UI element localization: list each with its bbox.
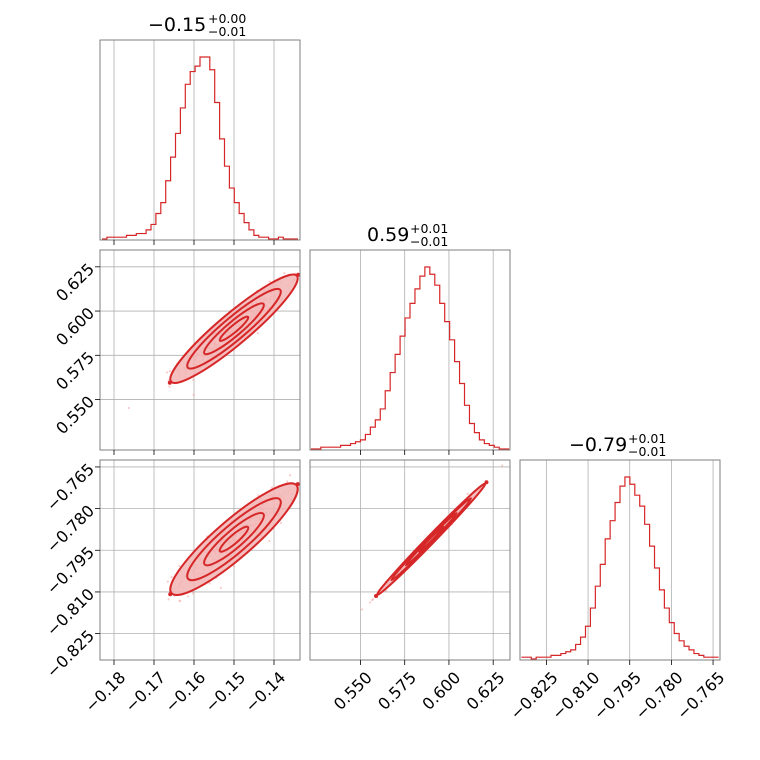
scatter-point <box>178 600 181 603</box>
contour-1 <box>186 287 282 370</box>
title-1-minus: −0.01 <box>410 234 448 249</box>
scatter-point <box>306 279 308 281</box>
xtick-label-1-1: 0.575 <box>374 668 420 714</box>
contour-fill-0 <box>170 274 298 383</box>
scatter-point <box>219 586 222 589</box>
xtick-label-0-0: −0.18 <box>81 668 129 716</box>
outlier-point <box>168 592 173 597</box>
contour-fill-0 <box>170 483 298 595</box>
title-2-base: −0.79 <box>569 434 627 456</box>
outlier-point <box>296 272 300 277</box>
xtick-label-0-1: −0.17 <box>121 668 169 716</box>
title-0-plus: +0.00 <box>208 11 246 26</box>
scatter-point <box>371 598 374 602</box>
scatter-point <box>268 539 271 543</box>
scatter-point <box>186 595 190 598</box>
outlier-point <box>484 480 489 485</box>
scatter-point <box>167 598 170 601</box>
title-param-1: 0.59 +0.01 −0.01 <box>367 221 448 249</box>
scatter-point <box>256 332 259 335</box>
contour-fill-0 <box>377 483 486 595</box>
scatter-point <box>166 371 169 374</box>
hist-frame-2 <box>519 459 721 661</box>
contour-1 <box>186 497 282 582</box>
scatter-point <box>270 486 274 489</box>
xtick-label-1-2: 0.600 <box>418 668 464 714</box>
hist-panel-2 <box>519 459 721 665</box>
scatter-point <box>501 464 504 467</box>
scatter-point <box>268 280 271 283</box>
hist-line-2 <box>521 476 719 660</box>
panel-frame-0 <box>99 249 301 451</box>
scatter-point <box>368 601 372 604</box>
outlier-point <box>295 482 300 487</box>
title-param-2: −0.79 +0.01 −0.01 <box>569 431 666 459</box>
hist-panel-0 <box>99 39 301 245</box>
scatter-point <box>167 379 170 382</box>
scatter-point <box>305 277 307 279</box>
scatter-point <box>127 406 131 410</box>
title-2-plus: +0.01 <box>628 431 666 446</box>
panel-inner-2 <box>310 460 510 660</box>
scatter-point <box>168 385 171 388</box>
xtick-label-0-4: −0.14 <box>241 668 289 716</box>
scatter-point <box>279 521 283 525</box>
scatter-panel-2-1 <box>309 459 511 665</box>
hist-line-0 <box>102 56 298 240</box>
hist-frame-1 <box>309 249 511 451</box>
ytick-label-p0-1: 0.575 <box>52 348 98 394</box>
scatter-point <box>192 378 195 381</box>
scatter-point <box>360 608 364 611</box>
scatter-point <box>178 564 181 567</box>
scatter-point <box>170 575 173 579</box>
outlier-point <box>167 380 172 385</box>
xtick-label-0-2: −0.16 <box>161 668 209 716</box>
panel-frame-1 <box>99 459 301 661</box>
title-param-0: −0.15 +0.00 −0.01 <box>148 11 246 39</box>
scatter-point <box>466 492 469 496</box>
outlier-point <box>374 594 379 599</box>
ytick-label-p0-0: 0.550 <box>52 392 98 438</box>
scatter-point <box>233 565 236 568</box>
panel-inner-1 <box>100 460 313 660</box>
panel-frame-2 <box>309 459 511 661</box>
scatter-point <box>168 370 171 373</box>
contour-2 <box>203 511 265 567</box>
contour-3 <box>418 525 445 553</box>
hist-panel-1 <box>309 249 511 455</box>
ytick-label-p0-2: 0.600 <box>52 304 98 350</box>
xtick-label-1-0: 0.550 <box>330 668 376 714</box>
scatter-point <box>311 463 313 465</box>
contour-3 <box>218 525 250 553</box>
scatter-panel-2-0: −0.825−0.810−0.795−0.780−0.765 <box>43 459 313 681</box>
ytick-label-p0-3: 0.625 <box>52 259 98 305</box>
title-0-base: −0.15 <box>148 14 206 36</box>
contour-1 <box>390 497 473 582</box>
scatter-point <box>208 582 211 585</box>
hist-line-1 <box>310 266 510 450</box>
scatter-point <box>289 474 292 477</box>
title-0-minus: −0.01 <box>208 24 246 39</box>
title-2-minus: −0.01 <box>628 444 666 459</box>
contour-3 <box>218 315 250 342</box>
scatter-point <box>286 480 289 483</box>
contour-2 <box>203 302 265 356</box>
hist-frame-0 <box>99 39 301 241</box>
scatter-point <box>311 478 313 480</box>
xtick-label-0-3: −0.15 <box>201 668 249 716</box>
scatter-point <box>192 393 195 396</box>
panel-inner-0 <box>100 250 308 450</box>
title-1-base: 0.59 <box>367 224 409 246</box>
xtick-label-1-3: 0.625 <box>463 668 509 714</box>
scatter-point <box>191 592 195 595</box>
title-1-plus: +0.01 <box>410 221 448 236</box>
scatter-point <box>283 272 286 275</box>
scatter-point <box>166 580 169 583</box>
